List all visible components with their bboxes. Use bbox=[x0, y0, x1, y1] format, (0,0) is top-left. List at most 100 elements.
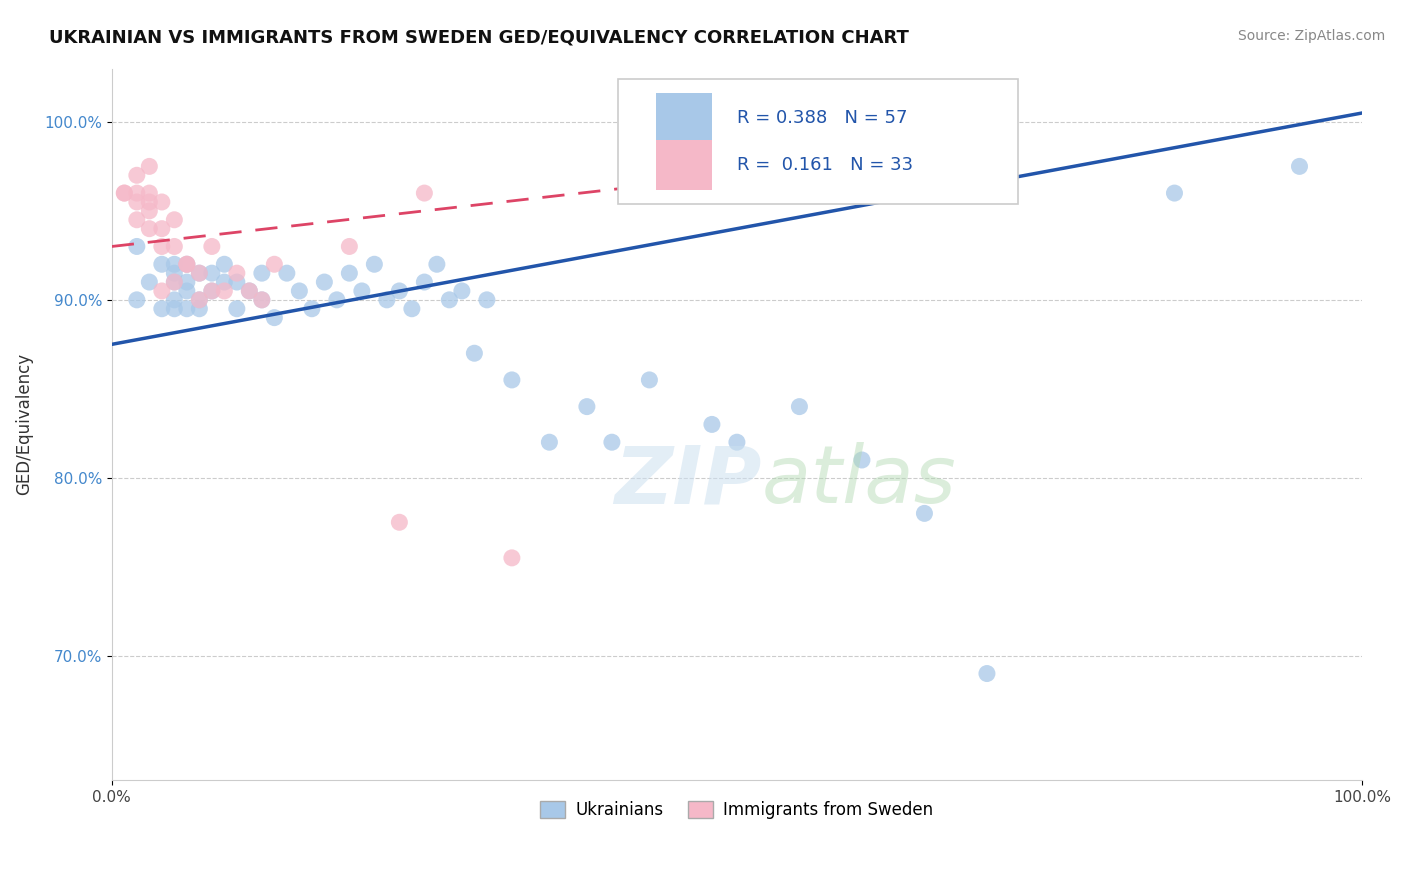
Point bbox=[413, 186, 436, 200]
Point bbox=[188, 266, 211, 280]
Text: Source: ZipAtlas.com: Source: ZipAtlas.com bbox=[1237, 29, 1385, 43]
Point bbox=[789, 400, 811, 414]
Point bbox=[163, 266, 186, 280]
Point bbox=[214, 275, 236, 289]
Point bbox=[225, 266, 247, 280]
Point bbox=[501, 550, 523, 565]
Point bbox=[150, 194, 173, 209]
Point bbox=[150, 284, 173, 298]
Point bbox=[263, 310, 285, 325]
Point bbox=[375, 293, 398, 307]
Point bbox=[176, 284, 198, 298]
Point bbox=[138, 221, 160, 235]
Point bbox=[363, 257, 385, 271]
Point bbox=[337, 266, 360, 280]
Point bbox=[1163, 186, 1185, 200]
Point bbox=[150, 221, 173, 235]
Point bbox=[150, 301, 173, 316]
Point bbox=[225, 301, 247, 316]
Point bbox=[401, 301, 423, 316]
Point bbox=[638, 373, 661, 387]
Point bbox=[188, 293, 211, 307]
Point bbox=[700, 417, 723, 432]
Point bbox=[388, 516, 411, 530]
Point bbox=[176, 275, 198, 289]
FancyBboxPatch shape bbox=[655, 140, 711, 189]
FancyBboxPatch shape bbox=[655, 94, 711, 144]
Point bbox=[439, 293, 461, 307]
Point bbox=[263, 257, 285, 271]
Point bbox=[125, 239, 148, 253]
Point bbox=[163, 257, 186, 271]
FancyBboxPatch shape bbox=[619, 79, 1018, 203]
Y-axis label: GED/Equivalency: GED/Equivalency bbox=[15, 353, 32, 495]
Point bbox=[188, 266, 211, 280]
Point bbox=[150, 239, 173, 253]
Point bbox=[176, 257, 198, 271]
Point bbox=[214, 284, 236, 298]
Point bbox=[326, 293, 349, 307]
Point bbox=[163, 239, 186, 253]
Point bbox=[475, 293, 498, 307]
Point bbox=[176, 301, 198, 316]
Point bbox=[201, 239, 224, 253]
Point bbox=[150, 257, 173, 271]
Point bbox=[138, 275, 160, 289]
Point bbox=[350, 284, 373, 298]
Point bbox=[912, 507, 935, 521]
Point bbox=[337, 239, 360, 253]
Point bbox=[851, 453, 873, 467]
Point bbox=[250, 266, 273, 280]
Point bbox=[138, 203, 160, 218]
Point bbox=[388, 284, 411, 298]
Point bbox=[201, 284, 224, 298]
Point bbox=[250, 293, 273, 307]
Point bbox=[163, 301, 186, 316]
Point bbox=[451, 284, 474, 298]
Point bbox=[163, 275, 186, 289]
Point bbox=[238, 284, 260, 298]
Point bbox=[976, 666, 998, 681]
Point bbox=[112, 186, 135, 200]
Point bbox=[112, 186, 135, 200]
Point bbox=[125, 293, 148, 307]
Point bbox=[288, 284, 311, 298]
Point bbox=[176, 257, 198, 271]
Point bbox=[125, 169, 148, 183]
Point bbox=[413, 275, 436, 289]
Point bbox=[501, 373, 523, 387]
Point bbox=[188, 301, 211, 316]
Point bbox=[138, 194, 160, 209]
Point bbox=[301, 301, 323, 316]
Point bbox=[138, 160, 160, 174]
Point bbox=[201, 284, 224, 298]
Point bbox=[125, 194, 148, 209]
Point bbox=[163, 275, 186, 289]
Point bbox=[125, 212, 148, 227]
Point bbox=[463, 346, 485, 360]
Point bbox=[138, 186, 160, 200]
Point bbox=[163, 212, 186, 227]
Point bbox=[176, 257, 198, 271]
Point bbox=[188, 293, 211, 307]
Point bbox=[600, 435, 623, 450]
Point bbox=[426, 257, 449, 271]
Text: atlas: atlas bbox=[762, 442, 956, 520]
Point bbox=[575, 400, 598, 414]
Point bbox=[201, 266, 224, 280]
Point bbox=[214, 257, 236, 271]
Text: R =  0.161   N = 33: R = 0.161 N = 33 bbox=[737, 155, 912, 174]
Text: R = 0.388   N = 57: R = 0.388 N = 57 bbox=[737, 110, 907, 128]
Text: ZIP: ZIP bbox=[614, 442, 762, 520]
Point bbox=[250, 293, 273, 307]
Point bbox=[276, 266, 298, 280]
Point bbox=[1288, 160, 1310, 174]
Point bbox=[163, 293, 186, 307]
Point bbox=[314, 275, 336, 289]
Point bbox=[538, 435, 561, 450]
Point bbox=[125, 186, 148, 200]
Point bbox=[225, 275, 247, 289]
Text: UKRAINIAN VS IMMIGRANTS FROM SWEDEN GED/EQUIVALENCY CORRELATION CHART: UKRAINIAN VS IMMIGRANTS FROM SWEDEN GED/… bbox=[49, 29, 910, 46]
Legend: Ukrainians, Immigrants from Sweden: Ukrainians, Immigrants from Sweden bbox=[534, 794, 941, 825]
Point bbox=[725, 435, 748, 450]
